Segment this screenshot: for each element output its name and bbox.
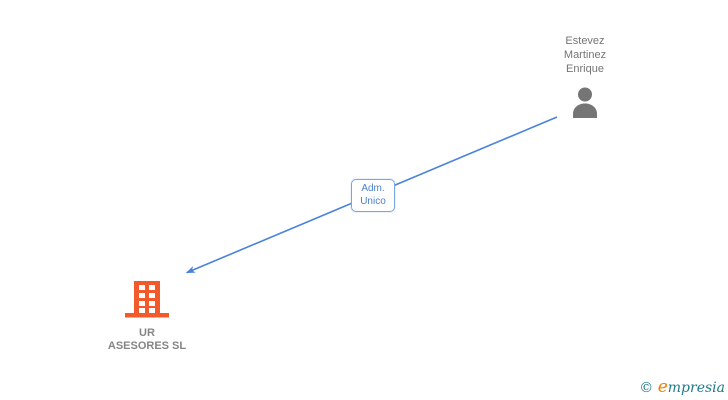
company-name-label: UR ASESORES SL	[95, 327, 199, 353]
person-node[interactable]: Estevez Martinez Enrique	[538, 34, 632, 123]
edge-label-box: Adm. Unico	[351, 179, 395, 212]
office-building-icon[interactable]	[95, 281, 199, 323]
person-name-line: Enrique	[566, 63, 604, 75]
edge-label-line: Adm.	[361, 183, 385, 194]
person-name-line: Martinez	[563, 49, 607, 61]
company-name-line: UR	[139, 327, 155, 339]
company-node[interactable]: UR ASESORES SL	[95, 281, 199, 353]
copyright-icon: ©	[639, 380, 654, 396]
watermark-logo: © empresia	[639, 378, 725, 397]
person-name-label: Estevez Martinez Enrique	[538, 34, 632, 76]
edge-label-line: Unico	[360, 196, 386, 207]
company-name-line: ASESORES SL	[107, 340, 187, 352]
person-name-line: Estevez	[565, 35, 605, 47]
watermark-brand-rest: mpresia	[667, 380, 725, 396]
person-silhouette-icon[interactable]	[538, 87, 632, 123]
watermark-brand-first-letter: e	[657, 377, 668, 397]
